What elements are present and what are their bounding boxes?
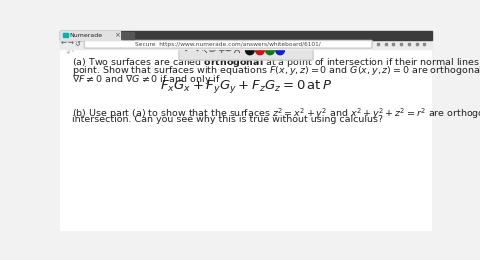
Text: ←: ← — [60, 41, 66, 47]
Text: ↖: ↖ — [201, 46, 208, 55]
Text: $\nabla F \neq 0$ and $\nabla G \neq 0$ if and only if: $\nabla F \neq 0$ and $\nabla G \neq 0$ … — [72, 73, 221, 86]
Bar — [60, 40, 432, 49]
Bar — [60, 31, 120, 40]
FancyBboxPatch shape — [179, 41, 313, 60]
Text: ×: × — [114, 32, 120, 38]
Text: ✏: ✏ — [209, 46, 216, 55]
Text: A: A — [234, 46, 240, 55]
Text: ↶: ↶ — [184, 46, 192, 55]
Text: +: + — [216, 46, 224, 55]
Text: ↶: ↶ — [66, 48, 74, 58]
Circle shape — [256, 46, 264, 55]
Circle shape — [266, 46, 274, 55]
Bar — [63, 33, 68, 37]
Text: ↺: ↺ — [74, 41, 80, 47]
Text: $F_xG_x + F_yG_y + F_zG_z = 0\,\mathrm{at}\,P$: $F_xG_x + F_yG_y + F_zG_z = 0\,\mathrm{a… — [160, 78, 332, 95]
Text: ↷: ↷ — [192, 46, 199, 55]
Text: ✒: ✒ — [225, 46, 232, 55]
Text: (a) Two surfaces are called $\mathbf{orthogonal}$ at a point of intersection if : (a) Two surfaces are called $\mathbf{ort… — [72, 56, 480, 69]
Text: intersection. Can you see why this is true without using calculus?: intersection. Can you see why this is tr… — [72, 115, 383, 124]
FancyBboxPatch shape — [84, 41, 372, 48]
Text: Numerade: Numerade — [69, 33, 102, 38]
Text: (b) Use part (a) to show that the surfaces $z^2 = x^2 + y^2$ and $x^2 + y^2 + z^: (b) Use part (a) to show that the surfac… — [72, 107, 480, 121]
Circle shape — [246, 46, 254, 55]
Text: point. Show that surfaces with equations $F(x, y, z) = 0$ and $G(x, y, z) = 0$ a: point. Show that surfaces with equations… — [72, 64, 480, 77]
Bar — [60, 31, 432, 40]
Bar — [122, 32, 134, 39]
Circle shape — [276, 46, 284, 55]
Text: Secure  https://www.numerade.com/answers/whiteboard/6101/: Secure https://www.numerade.com/answers/… — [135, 42, 321, 47]
Text: →: → — [67, 41, 73, 47]
